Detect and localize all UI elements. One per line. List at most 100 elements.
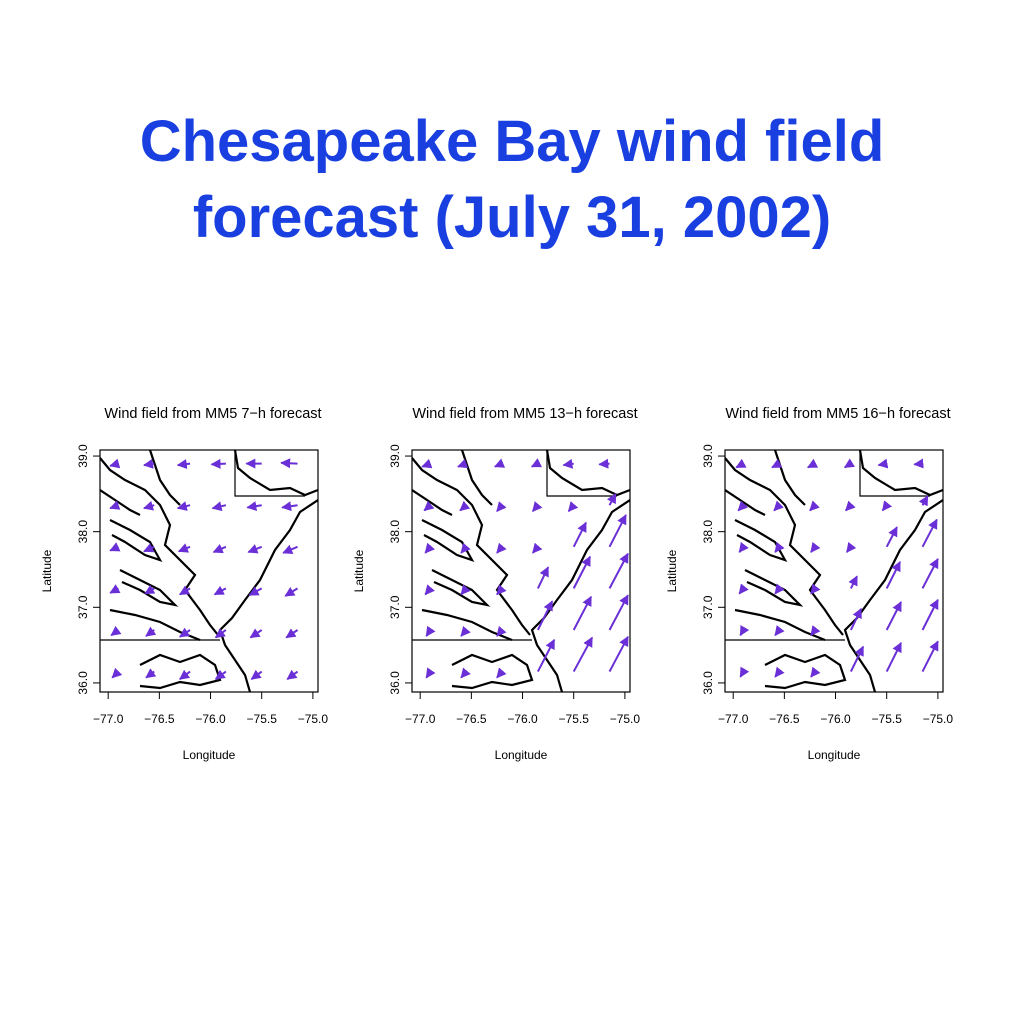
- wind-arrow: [608, 635, 629, 673]
- panel-title: Wind field from MM5 7−h forecast: [104, 406, 321, 422]
- wind-arrow: [284, 586, 299, 597]
- wind-arrow: [143, 500, 155, 511]
- wind-arrow: [493, 458, 506, 468]
- wind-arrow: [457, 458, 469, 469]
- wind-arrow: [423, 500, 435, 512]
- x-tick-label: −76.0: [820, 712, 851, 726]
- slide-title: Chesapeake Bay wind field forecast (July…: [139, 109, 885, 250]
- map: [412, 450, 630, 692]
- wind-arrow: [739, 666, 750, 678]
- wind-arrow: [849, 645, 865, 673]
- wind-arrow: [738, 583, 749, 595]
- wind-arrow: [598, 458, 610, 469]
- x-tick-label: −76.5: [769, 712, 800, 726]
- wind-arrow: [773, 500, 784, 512]
- x-tick-label: −77.0: [718, 712, 749, 726]
- wind-arrow: [885, 561, 901, 589]
- wind-arrow: [211, 501, 227, 512]
- wind-arrow: [109, 584, 121, 594]
- wind-arrow: [213, 585, 227, 596]
- coastline: [725, 450, 943, 692]
- wind-arrow: [735, 458, 747, 469]
- y-tick-label: 37.0: [701, 595, 715, 619]
- wind-arrow: [572, 521, 587, 548]
- wind-arrow: [176, 501, 191, 511]
- wind-arrow: [536, 638, 556, 673]
- wind-arrow: [532, 542, 543, 554]
- wind-arrow: [282, 544, 298, 554]
- panel-title: Wind field from MM5 16−h forecast: [725, 406, 950, 422]
- wind-arrow: [562, 458, 574, 469]
- wind-arrow: [567, 501, 579, 513]
- wind-arrow: [774, 583, 785, 595]
- wind-arrow: [608, 594, 629, 631]
- wind-arrow: [496, 542, 507, 554]
- plot-frame: [411, 449, 631, 693]
- wind-arrow: [421, 458, 433, 469]
- x-tick-label: −75.5: [247, 712, 278, 726]
- y-tick-label: 39.0: [76, 444, 90, 468]
- wind-arrow: [771, 458, 783, 469]
- wind-arrow: [285, 628, 299, 639]
- wind-arrow: [918, 495, 929, 507]
- wind-arrow: [214, 628, 227, 639]
- wind-arrow: [178, 627, 191, 638]
- wind-arrow: [176, 459, 191, 469]
- wind-arrow: [845, 500, 856, 512]
- wind-arrow: [246, 501, 262, 512]
- wind-arrow: [496, 584, 507, 596]
- wind-arrow: [214, 669, 227, 680]
- y-tick-label: 36.0: [76, 671, 90, 695]
- wind-arrow: [737, 500, 749, 512]
- wind-arrow: [809, 500, 820, 512]
- wind-arrow: [145, 668, 157, 679]
- wind-arrow: [144, 584, 156, 595]
- x-axis-label: Longitude: [183, 748, 236, 762]
- wind-arrow: [921, 518, 938, 548]
- wind-arrow: [212, 543, 227, 554]
- wind-arrow: [110, 625, 122, 637]
- panel: Wind field from MM5 16−h forecast Longitu…: [665, 406, 953, 762]
- panel-title: Wind field from MM5 13−h forecast: [412, 406, 637, 422]
- plot-frame: [724, 449, 944, 693]
- wind-arrow: [460, 542, 471, 554]
- map: [100, 450, 318, 692]
- y-tick-label: 36.0: [701, 671, 715, 695]
- x-tick-label: −76.0: [507, 712, 538, 726]
- wind-arrow: [885, 526, 898, 548]
- y-axis-label: Latitude: [665, 549, 679, 592]
- wind-arrow: [536, 566, 550, 589]
- wind-arrow: [608, 552, 629, 589]
- panel: Wind field from MM5 7−h forecast Longitud…: [40, 406, 328, 762]
- coastline: [100, 450, 318, 692]
- x-axis-label: Longitude: [808, 748, 861, 762]
- wind-arrow: [179, 669, 191, 680]
- wind-arrow: [530, 458, 543, 468]
- y-tick-label: 38.0: [388, 520, 402, 544]
- wind-arrow: [460, 625, 471, 637]
- wind-arrow: [849, 607, 863, 631]
- wind-arrow: [810, 583, 821, 595]
- wind-arrow: [843, 458, 856, 469]
- wind-arrow: [425, 625, 436, 637]
- wind-arrow: [572, 555, 591, 589]
- wind-arrow: [532, 501, 543, 513]
- wind-arrow: [424, 542, 435, 554]
- x-tick-label: −77.0: [93, 712, 124, 726]
- wind-arrow: [460, 667, 471, 679]
- wind-arrow: [460, 584, 471, 596]
- wind-arrow: [877, 458, 889, 469]
- wind-arrow: [425, 667, 436, 679]
- x-tick-label: −76.5: [456, 712, 487, 726]
- wind-arrow: [210, 458, 226, 469]
- y-tick-label: 39.0: [388, 444, 402, 468]
- wind-arrow: [606, 492, 617, 506]
- x-tick-label: −75.5: [559, 712, 590, 726]
- wind-arrow: [143, 543, 155, 553]
- wind-arrow: [286, 669, 299, 680]
- wind-arrow: [608, 514, 627, 548]
- wind-arrow: [247, 544, 263, 554]
- y-tick-label: 38.0: [701, 520, 715, 544]
